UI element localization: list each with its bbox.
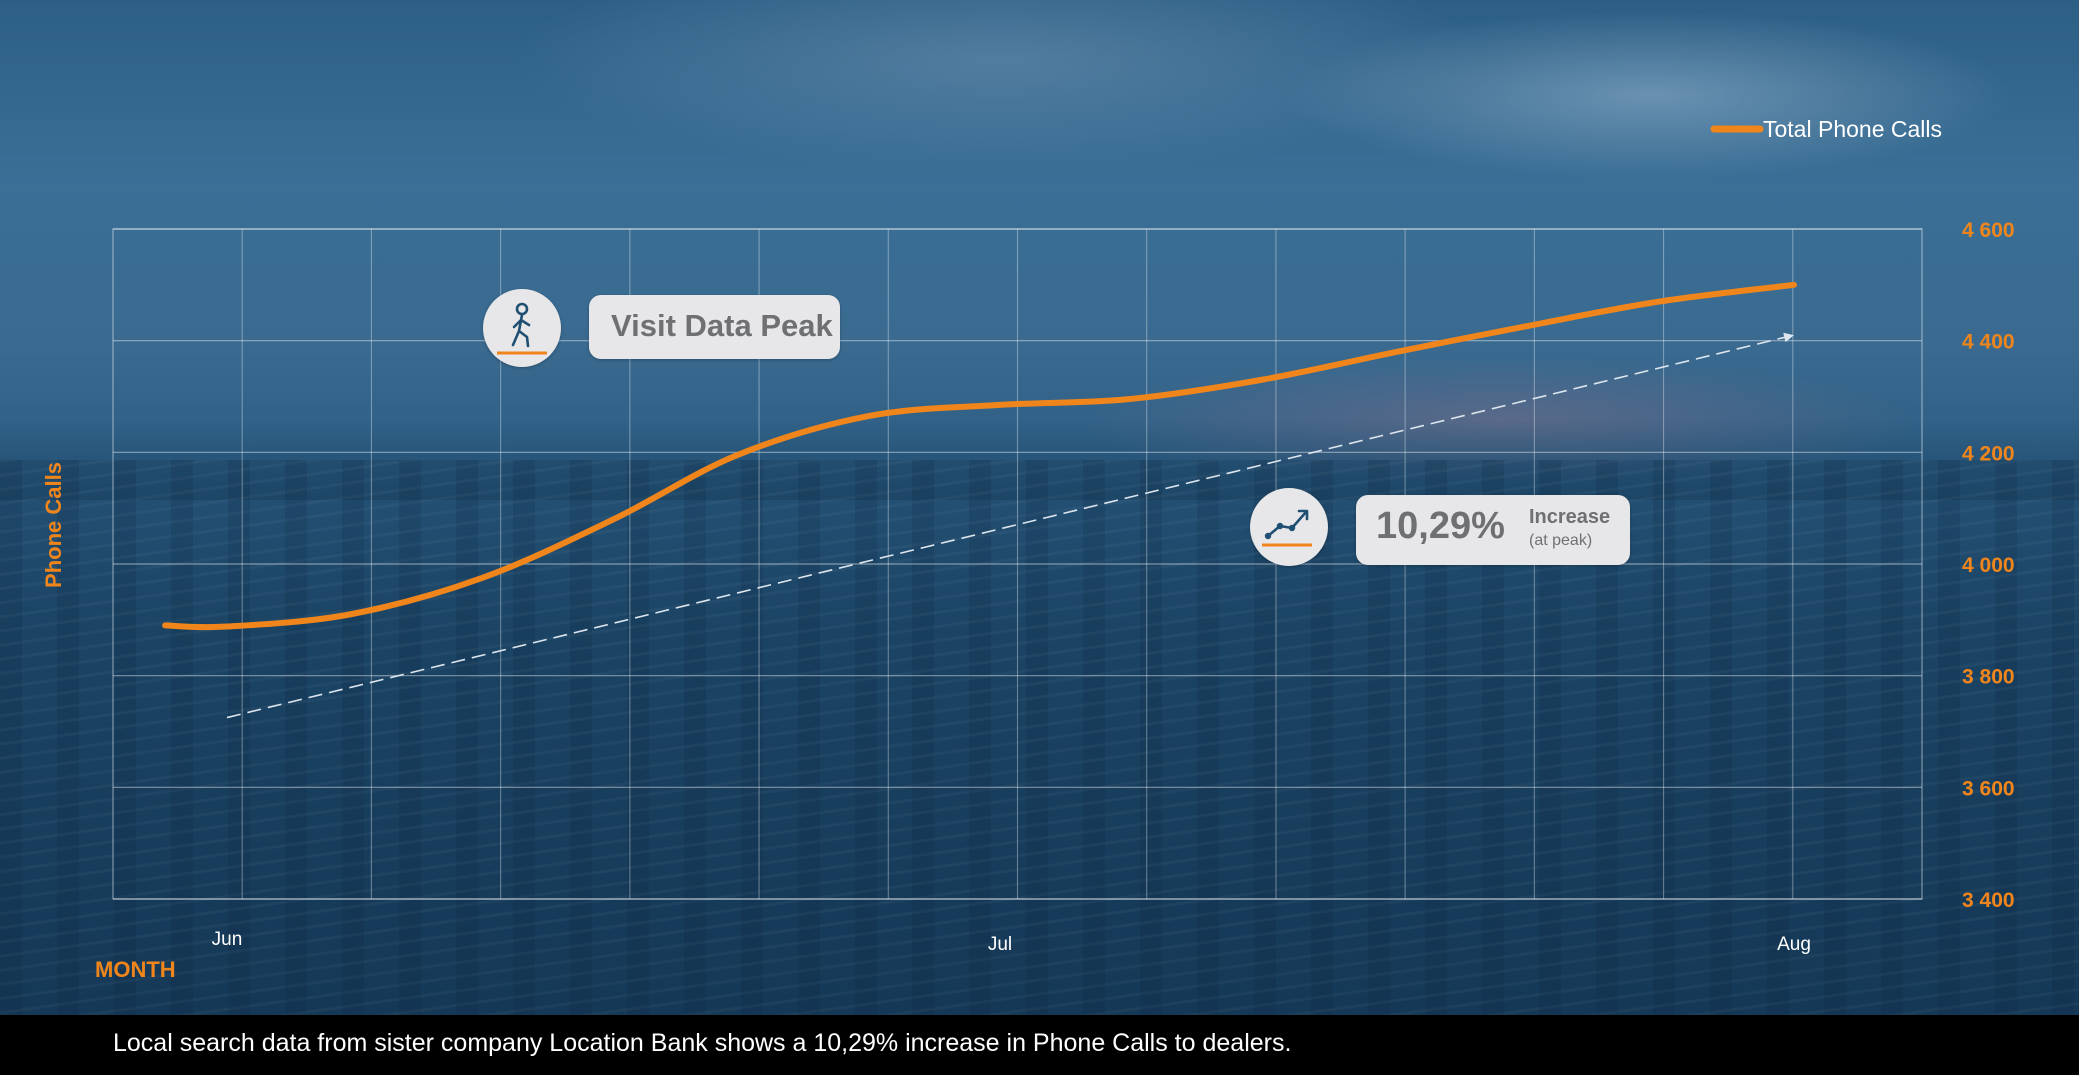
y-tick-label: 3 600 bbox=[1962, 777, 2015, 800]
series-group bbox=[162, 281, 1797, 631]
x-axis-ticks: Jun Jul Aug bbox=[212, 929, 1811, 955]
legend: Total Phone Calls bbox=[1710, 116, 1942, 142]
visit-peak-icon-badge bbox=[483, 289, 561, 367]
trend-up-icon bbox=[1262, 509, 1312, 547]
x-tick-label: Aug bbox=[1777, 934, 1811, 955]
visit-peak-label: Visit Data Peak bbox=[611, 308, 833, 343]
legend-label: Total Phone Calls bbox=[1763, 116, 1942, 142]
trend-arrow-head bbox=[1783, 332, 1794, 343]
y-axis-ticks: 3 400 3 600 3 800 4 000 4 200 4 400 4 600 bbox=[1962, 219, 2015, 912]
trend-line bbox=[226, 334, 1795, 719]
x-tick-label: Jul bbox=[988, 934, 1012, 955]
caption-text: Local search data from sister company Lo… bbox=[113, 1029, 1292, 1057]
background-cityscape bbox=[0, 460, 2079, 1015]
x-axis-title: MONTH bbox=[95, 957, 176, 982]
y-axis-title: Phone Calls bbox=[41, 462, 66, 588]
series-line-total-phone-calls bbox=[162, 281, 1797, 631]
plot-frame bbox=[112, 228, 1923, 900]
y-tick-label: 4 200 bbox=[1962, 442, 2015, 465]
increase-icon-badge bbox=[1250, 488, 1328, 566]
y-tick-label: 4 400 bbox=[1962, 331, 2015, 354]
y-tick-label: 3 800 bbox=[1962, 666, 2015, 689]
visit-peak-callout: Visit Data Peak bbox=[589, 295, 840, 359]
chart-grid bbox=[112, 228, 1923, 900]
increase-note: (at peak) bbox=[1529, 532, 1593, 549]
increase-label: Increase bbox=[1529, 506, 1611, 528]
increase-callout: 10,29% Increase (at peak) bbox=[1356, 495, 1630, 565]
x-tick-label: Jun bbox=[212, 929, 243, 950]
y-tick-label: 3 400 bbox=[1962, 889, 2015, 912]
walking-person-icon bbox=[497, 302, 547, 355]
y-tick-label: 4 000 bbox=[1962, 554, 2015, 577]
caption-bar bbox=[0, 1015, 2079, 1075]
increase-value: 10,29% bbox=[1376, 505, 1505, 547]
trend-line-group bbox=[226, 332, 1795, 719]
y-tick-label: 4 600 bbox=[1962, 219, 2015, 242]
